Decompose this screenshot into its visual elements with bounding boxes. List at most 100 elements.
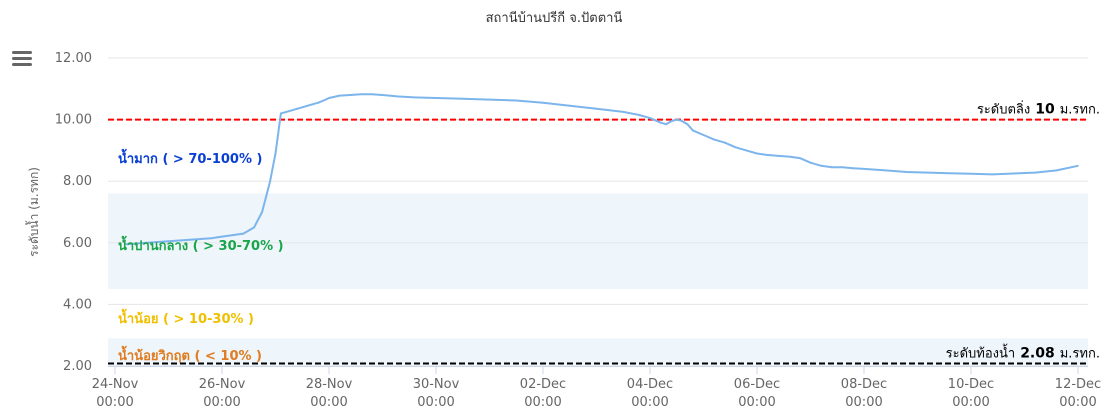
- data-point: [745, 149, 748, 152]
- data-point: [788, 155, 791, 158]
- x-tick-label: 06-Dec: [734, 377, 780, 392]
- data-point: [638, 114, 641, 116]
- data-point: [397, 95, 400, 98]
- data-point: [905, 171, 908, 173]
- series-line-0: [125, 93, 1079, 246]
- data-point: [124, 243, 127, 246]
- y-tick-label: 6.00: [63, 236, 92, 251]
- data-point: [269, 180, 272, 183]
- band-area-3: [108, 338, 1088, 366]
- data-point: [734, 146, 737, 149]
- x-tick-time: 00:00: [1059, 395, 1096, 410]
- data-point: [322, 99, 325, 102]
- y-axis-label: ระดับน้ำ (ม.รทก): [25, 167, 41, 257]
- data-point: [381, 94, 384, 96]
- data-point: [766, 154, 769, 156]
- axes-layer: 2.00 4.00 6.00 8.00 10.00 12.00 24-Nov 00:00 26-…: [55, 51, 1101, 410]
- plot-line-label-value: 10: [1035, 102, 1055, 118]
- data-point: [649, 117, 651, 120]
- x-tick-time: 00:00: [96, 395, 133, 410]
- data-point: [568, 104, 571, 107]
- data-point: [301, 106, 304, 109]
- data-point: [146, 241, 149, 244]
- data-point: [777, 154, 780, 157]
- data-point: [852, 167, 855, 170]
- x-tick-time: 00:00: [524, 395, 561, 410]
- data-point: [756, 152, 758, 155]
- data-point: [253, 226, 256, 229]
- band-label-3: น้ำน้อยวิกฤต ( < 10% ): [118, 345, 262, 364]
- data-point: [970, 172, 972, 175]
- band-label-1: น้ำปานกลาง ( > 30-70% ): [118, 235, 284, 254]
- plot-line-label-1: ระดับท้องน้ำ 2.08 ม.รทก.: [946, 344, 1100, 362]
- data-point: [798, 157, 801, 160]
- data-point: [221, 235, 223, 238]
- data-point: [686, 123, 689, 126]
- data-point: [231, 234, 234, 237]
- bands-layer: [108, 193, 1088, 366]
- data-point: [948, 172, 951, 175]
- data-point: [884, 169, 887, 172]
- data-point: [274, 152, 277, 155]
- y-tick-label: 4.00: [63, 297, 92, 312]
- y-tick-label: 12.00: [55, 51, 92, 66]
- x-tick-time: 00:00: [631, 395, 668, 410]
- data-point: [167, 240, 170, 243]
- data-point: [317, 101, 320, 104]
- data-point: [542, 101, 544, 104]
- data-point: [991, 173, 994, 176]
- plot-line-label-value: 2.08: [1020, 346, 1055, 362]
- band-area-1: [108, 193, 1088, 289]
- data-point: [863, 167, 865, 170]
- data-point: [515, 99, 518, 102]
- data-point: [360, 93, 363, 96]
- x-tick-time: 00:00: [203, 395, 240, 410]
- x-tick-label: 24-Nov: [92, 377, 139, 392]
- data-point: [1055, 169, 1058, 172]
- data-point: [242, 232, 245, 235]
- x-tick-time: 00:00: [310, 395, 347, 410]
- data-point: [488, 98, 491, 101]
- data-point: [830, 166, 833, 169]
- data-point: [279, 112, 282, 115]
- labels-layer: ระดับตลิ่ง 10 ม.รทก. ระดับท้องน้ำ 2.08 ม.รทก.…: [118, 101, 1100, 364]
- x-tick-label: 28-Nov: [306, 377, 353, 392]
- data-point: [841, 166, 844, 169]
- data-point: [435, 97, 437, 99]
- data-point: [290, 109, 293, 112]
- data-point: [349, 94, 352, 96]
- data-point: [306, 104, 309, 107]
- x-tick-time: 00:00: [952, 395, 989, 410]
- band-label-2: น้ำน้อย ( > 10-30% ): [118, 308, 254, 327]
- data-point: [413, 96, 416, 99]
- data-point: [702, 134, 705, 136]
- data-point: [622, 110, 625, 113]
- band-label-0: น้ำมาก ( > 70-100% ): [118, 148, 262, 167]
- y-tick-label: 10.00: [55, 113, 92, 128]
- plot-line-label-unit: ม.รทก.: [1060, 103, 1100, 118]
- data-point: [659, 121, 662, 124]
- plot-line-label-unit: ม.รทก.: [1060, 347, 1100, 362]
- data-point: [295, 107, 298, 110]
- x-tick-label: 30-Nov: [413, 377, 460, 392]
- data-point: [595, 107, 598, 110]
- chart-title: สถานีบ้านปรีกี จ.ปัตตานี: [486, 10, 623, 26]
- hamburger-menu-icon[interactable]: [8, 48, 36, 72]
- x-tick-label: 10-Dec: [948, 377, 994, 392]
- data-point: [370, 93, 373, 96]
- x-tick-label: 26-Nov: [199, 377, 246, 392]
- data-point: [670, 120, 673, 123]
- x-tick-label: 08-Dec: [841, 377, 887, 392]
- data-point: [188, 238, 191, 241]
- x-tick-label: 04-Dec: [627, 377, 673, 392]
- data-point: [1077, 164, 1079, 167]
- data-point: [210, 237, 213, 240]
- data-point: [1034, 171, 1037, 174]
- data-point: [261, 211, 264, 213]
- data-point: [328, 97, 330, 99]
- data-point: [461, 97, 464, 100]
- x-tick-time: 00:00: [845, 395, 882, 410]
- plot-line-label-prefix: ระดับท้องน้ำ: [946, 344, 1016, 362]
- data-point: [691, 129, 694, 132]
